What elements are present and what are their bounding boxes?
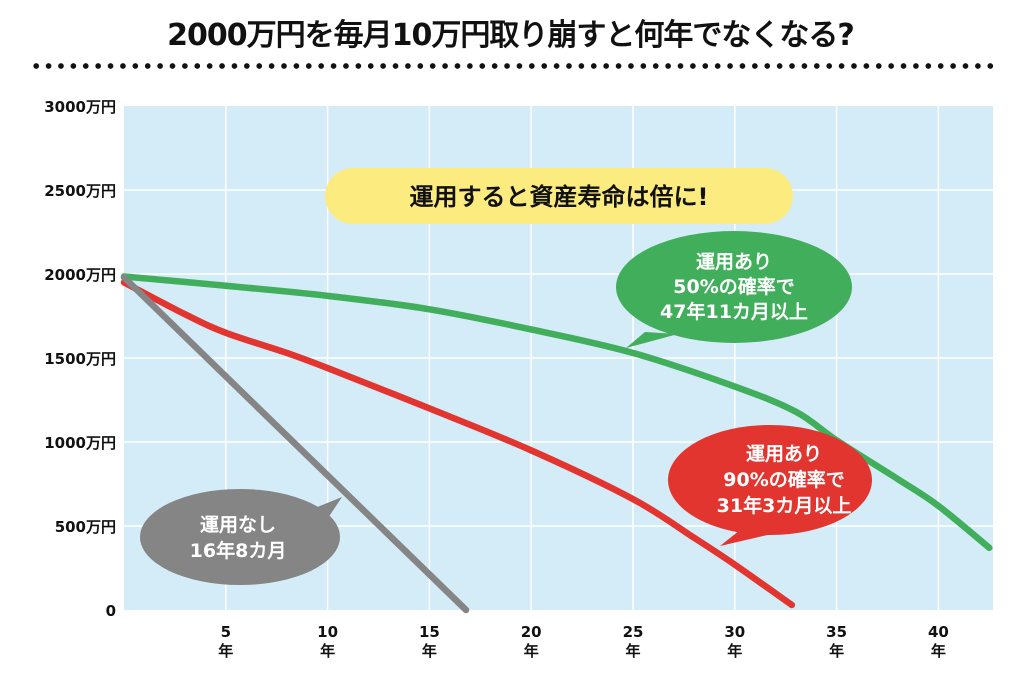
x-tick-label: 35	[826, 623, 847, 641]
callout-red-bubble	[668, 425, 872, 535]
x-tick-label: 15	[419, 623, 440, 641]
series-line-red	[120, 279, 796, 609]
y-tick-label: 1500万円	[44, 350, 116, 368]
callout-red-line-1: 運用あり	[746, 443, 822, 465]
headline-background	[325, 168, 793, 224]
series-line-gray	[120, 274, 470, 614]
headline-callout: 運用すると資産寿命は倍に!	[325, 168, 793, 224]
x-tick-label: 20	[521, 623, 542, 641]
callout-gray-bubble	[140, 489, 340, 585]
x-tick-unit: 年	[422, 642, 437, 660]
callout-green-line-2: 50%の確率で	[673, 275, 794, 298]
x-tick-label: 10	[317, 623, 338, 641]
x-tick-label: 5	[221, 623, 231, 641]
callout-green: 運用あり 50%の確率で 47年11カ月以上	[616, 231, 852, 348]
y-tick-label: 3000万円	[44, 98, 116, 116]
callout-red-line-2: 90%の確率で	[723, 468, 844, 491]
x-tick-label: 40	[928, 623, 949, 641]
x-tick-unit: 年	[727, 642, 742, 660]
dotted-divider	[30, 62, 995, 70]
headline-text: 運用すると資産寿命は倍に!	[410, 183, 709, 211]
x-tick-unit: 年	[829, 642, 844, 660]
x-tick-unit: 年	[320, 642, 335, 660]
y-tick-label: 0	[106, 602, 116, 620]
chart-title: 2000万円を毎月10万円取り崩すと何年でなくなる?	[167, 18, 855, 53]
x-tick-unit: 年	[524, 642, 539, 660]
x-tick-unit: 年	[218, 642, 233, 660]
callout-green-tail	[626, 332, 678, 348]
x-tick-label: 30	[724, 623, 745, 641]
x-tick-unit: 年	[931, 642, 946, 660]
callout-green-bubble	[616, 231, 852, 343]
callout-red-line-3: 31年3カ月以上	[717, 494, 852, 517]
x-tick-unit: 年	[625, 642, 640, 660]
callout-gray: 運用なし 16年8カ月	[140, 489, 342, 585]
series-lines	[120, 273, 993, 614]
y-tick-label: 2500万円	[44, 182, 116, 200]
series-line-green	[120, 273, 993, 552]
callout-gray-line-2: 16年8カ月	[190, 539, 287, 562]
callout-red: 運用あり 90%の確率で 31年3カ月以上	[668, 425, 872, 546]
y-tick-label: 2000万円	[44, 266, 116, 284]
y-axis-ticks: 3000万円 2500万円 2000万円 1500万円 1000万円 500万円 0	[44, 98, 116, 620]
y-tick-label: 1000万円	[44, 434, 116, 452]
callout-gray-line-1: 運用なし	[200, 514, 276, 536]
callout-green-line-3: 47年11カ月以上	[660, 300, 808, 323]
callout-green-line-1: 運用あり	[696, 251, 772, 273]
x-tick-label: 25	[623, 623, 644, 641]
y-tick-label: 500万円	[55, 518, 116, 536]
